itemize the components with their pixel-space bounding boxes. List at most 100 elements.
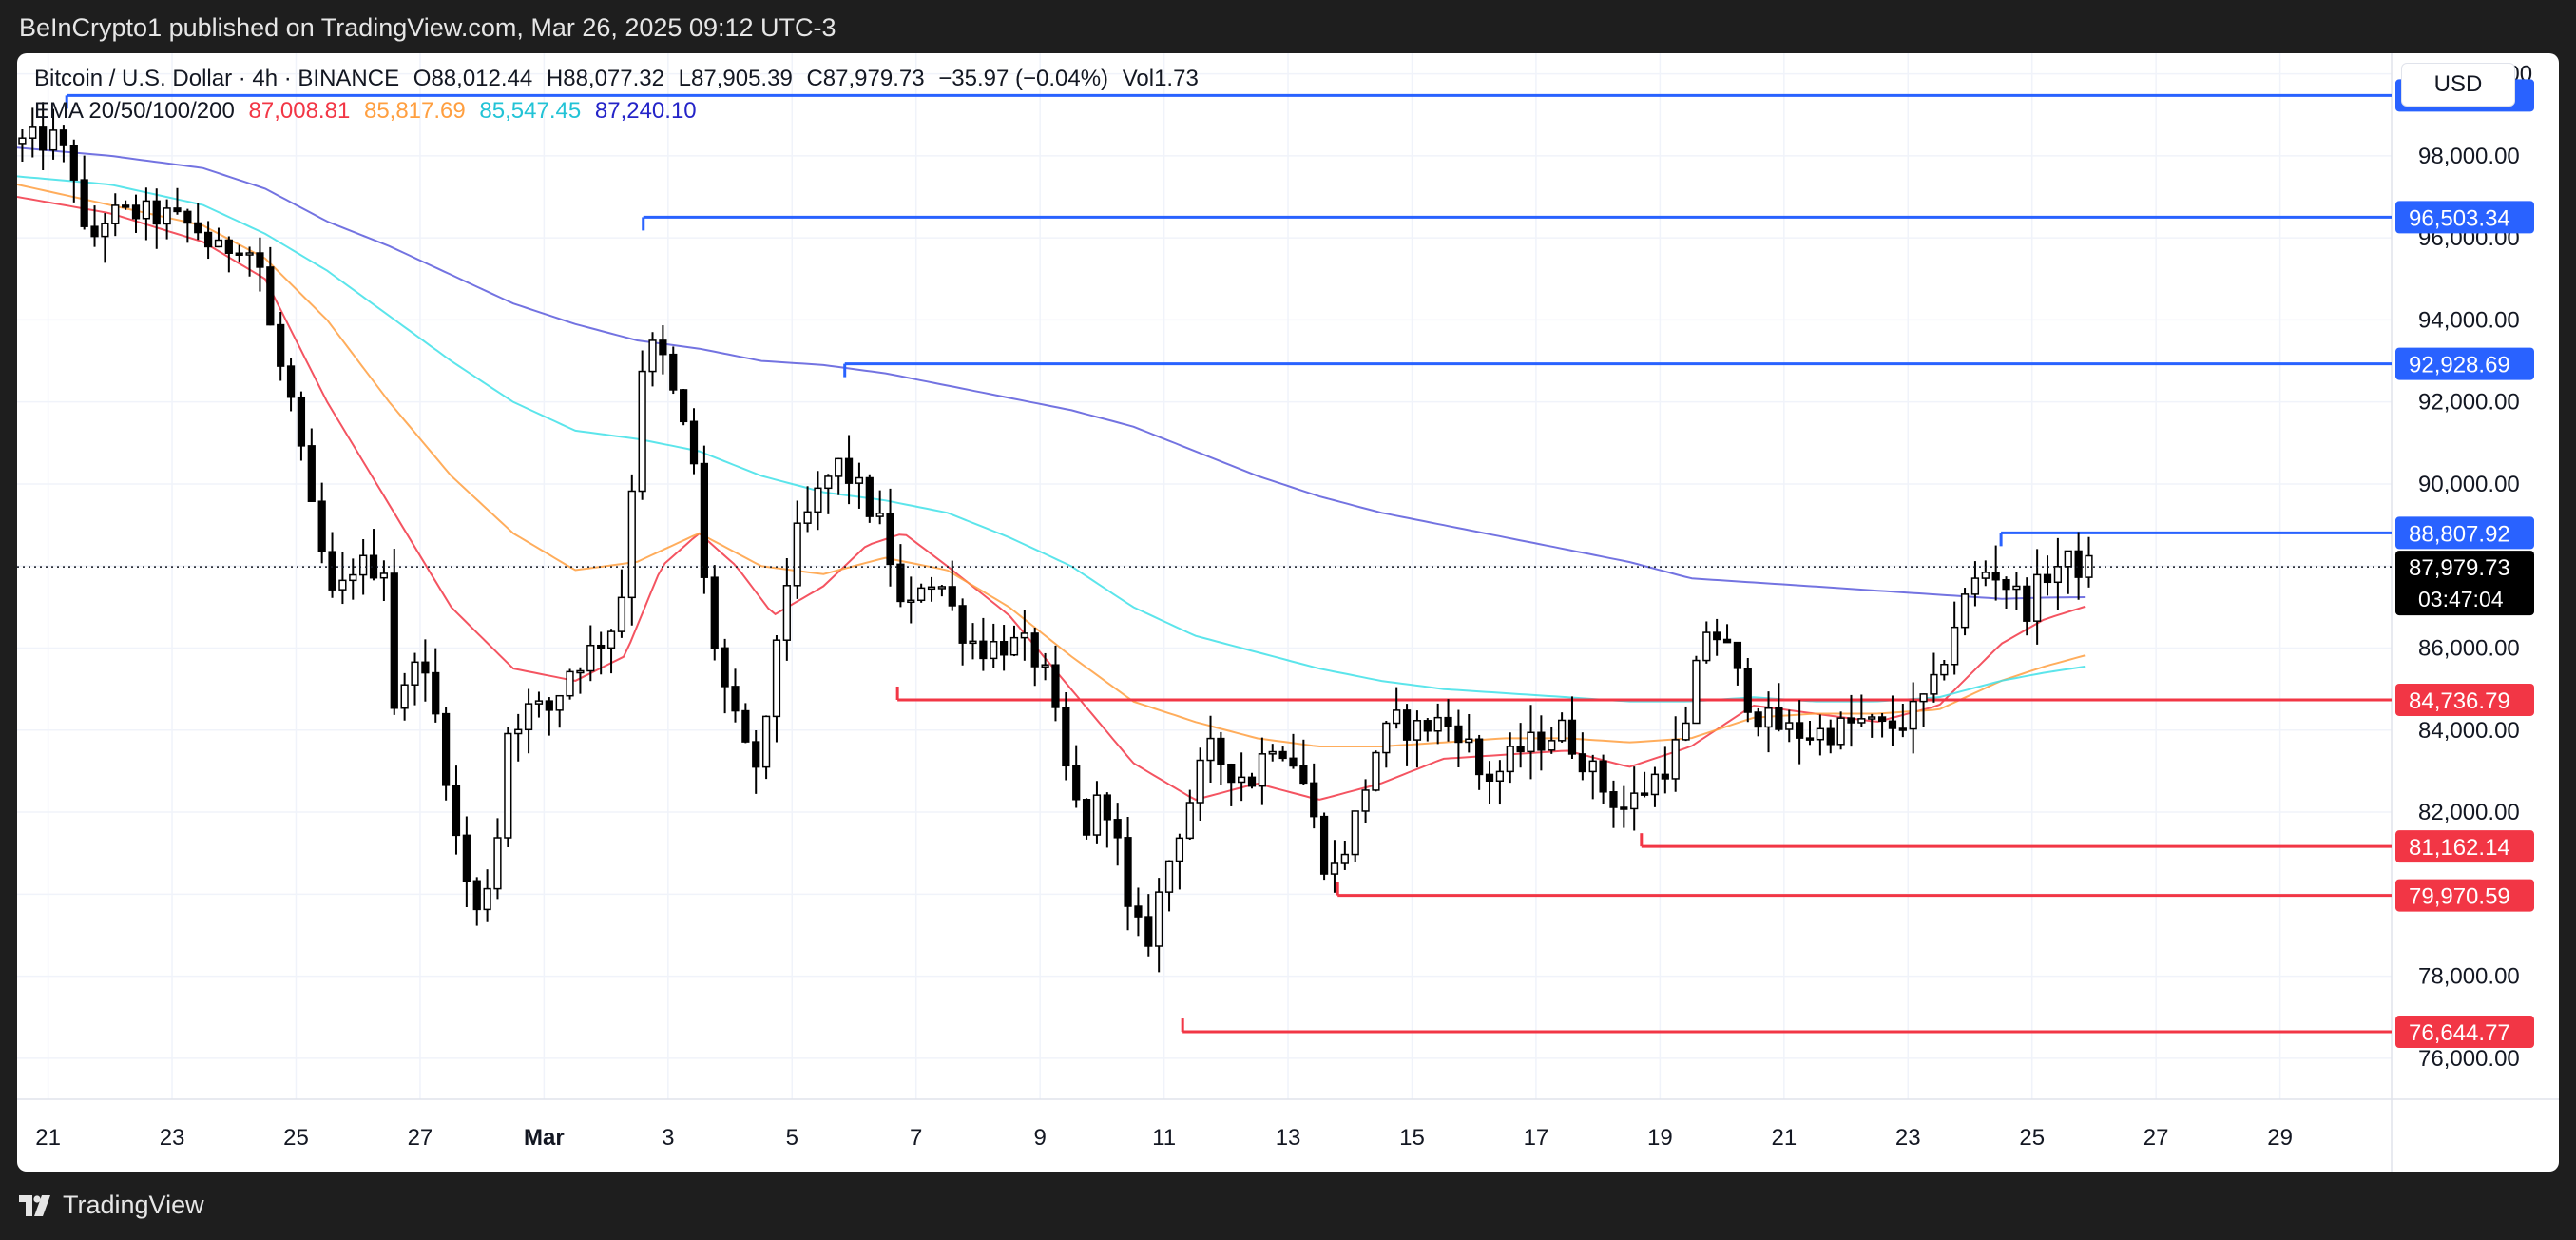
candle-down (59, 129, 68, 146)
candle-up (937, 586, 947, 590)
ema-line-ema20 (17, 196, 2086, 801)
candle-up (761, 715, 771, 768)
candle-up (1495, 770, 1505, 783)
resistance-price-tag-text: 92,928.69 (2409, 353, 2510, 378)
time-tick-label: 19 (1647, 1125, 1673, 1151)
candle-down (194, 222, 202, 234)
candle-down (1754, 711, 1762, 728)
candle-down (1124, 837, 1132, 907)
candle-down (659, 339, 667, 356)
candle-down (1082, 799, 1091, 836)
candle-up (1764, 707, 1773, 728)
candle-down (173, 207, 182, 213)
price-chart[interactable]: 76,000.0078,000.0080,000.0082,000.0084,0… (17, 53, 2559, 1172)
time-tick-label: 21 (35, 1125, 61, 1151)
candle-up (514, 728, 523, 735)
candle-up (1951, 626, 1959, 666)
candle-down (1888, 720, 1897, 729)
ohlc-row: Bitcoin / U.S. Dollar · 4h · BINANCE O88… (34, 63, 1206, 95)
candle-up (1433, 716, 1442, 732)
support-price-tag-text: 76,644.77 (2409, 1020, 2510, 1046)
candle-down (1661, 773, 1669, 780)
ema20-value: 87,008.81 (248, 98, 351, 124)
ema-line-ema100 (17, 175, 2086, 703)
candle-down (689, 420, 699, 465)
price-tick-label: 84,000.00 (2418, 718, 2520, 744)
candle-down (1796, 722, 1804, 739)
candle-down (328, 551, 336, 591)
support-price-tag-bg (2395, 879, 2534, 912)
candle-up (772, 639, 781, 718)
price-tick-label: 98,000.00 (2418, 144, 2520, 169)
candle-up (18, 137, 27, 145)
candle-down (2074, 550, 2083, 578)
ema200-value: 87,240.10 (594, 98, 697, 124)
candle-up (48, 129, 58, 151)
support-price-tag-bg (2395, 830, 2534, 863)
time-tick-label: 3 (662, 1125, 674, 1151)
time-tick-label: 25 (283, 1125, 309, 1151)
candle-up (1372, 751, 1380, 791)
candle-down (710, 576, 719, 649)
support-price-tag: 79,970.59 (2395, 879, 2534, 912)
candle-down (235, 252, 243, 256)
candle-up (1630, 792, 1639, 810)
candle-up (627, 490, 636, 599)
candle-up (1413, 720, 1422, 741)
candle-down (896, 563, 905, 603)
candle-up (1527, 731, 1535, 753)
candle-up (1185, 802, 1194, 840)
support-price-tag: 84,736.79 (2395, 683, 2534, 716)
candle-up (1020, 632, 1028, 639)
candle-down (1289, 757, 1298, 767)
candle-up (1857, 718, 1866, 724)
candle-down (1898, 727, 1907, 731)
price-tick-label: 90,000.00 (2418, 472, 2520, 497)
candle-up (907, 599, 915, 604)
chart-panel[interactable]: 76,000.0078,000.0080,000.0082,000.0084,0… (17, 53, 2559, 1172)
candle-up (1909, 700, 1917, 730)
candle-down (1537, 731, 1546, 751)
candle-down (886, 512, 894, 566)
candle-up (101, 223, 109, 238)
candle-up (1009, 636, 1019, 656)
candle-down (39, 126, 48, 151)
candle-down (1733, 641, 1742, 669)
candle-down (390, 572, 398, 709)
candle-up (1548, 740, 1556, 751)
candle-up (534, 700, 544, 705)
candle-up (504, 732, 512, 839)
time-tick-label: 29 (2267, 1125, 2293, 1151)
candle-down (1247, 776, 1257, 787)
resistance-price-tag: 92,928.69 (2395, 347, 2534, 380)
candle-up (338, 579, 347, 591)
grid-lines (17, 53, 2392, 1099)
candle-down (1278, 750, 1287, 760)
candle-down (1217, 737, 1225, 765)
support-price-tag-text: 81,162.14 (2409, 835, 2510, 861)
candle-up (576, 669, 585, 674)
candles (18, 102, 2093, 973)
tradingview-logo[interactable]: TradingView (19, 1191, 204, 1220)
candle-down (1103, 794, 1111, 821)
price-tick-label: 82,000.00 (2418, 800, 2520, 825)
currency-button[interactable]: USD (2401, 63, 2515, 107)
candle-down (277, 323, 285, 367)
published-text: BeInCrypto1 published on TradingView.com… (19, 13, 836, 42)
candle-down (1599, 760, 1607, 793)
candle-up (2033, 573, 2042, 622)
candle-up (969, 640, 977, 645)
candle-up (1702, 631, 1711, 662)
candle-down (1485, 773, 1494, 783)
candle-down (680, 389, 688, 423)
time-tick-label: 23 (160, 1125, 185, 1151)
candle-down (421, 661, 430, 674)
time-tick-label: 21 (1771, 1125, 1797, 1151)
candle-down (1620, 806, 1628, 810)
candle-down (152, 200, 161, 225)
candle-down (307, 445, 316, 502)
candle-down (1319, 815, 1329, 875)
candle-up (927, 586, 936, 591)
candle-up (1682, 722, 1690, 741)
price-tick-label: 76,000.00 (2418, 1046, 2520, 1072)
